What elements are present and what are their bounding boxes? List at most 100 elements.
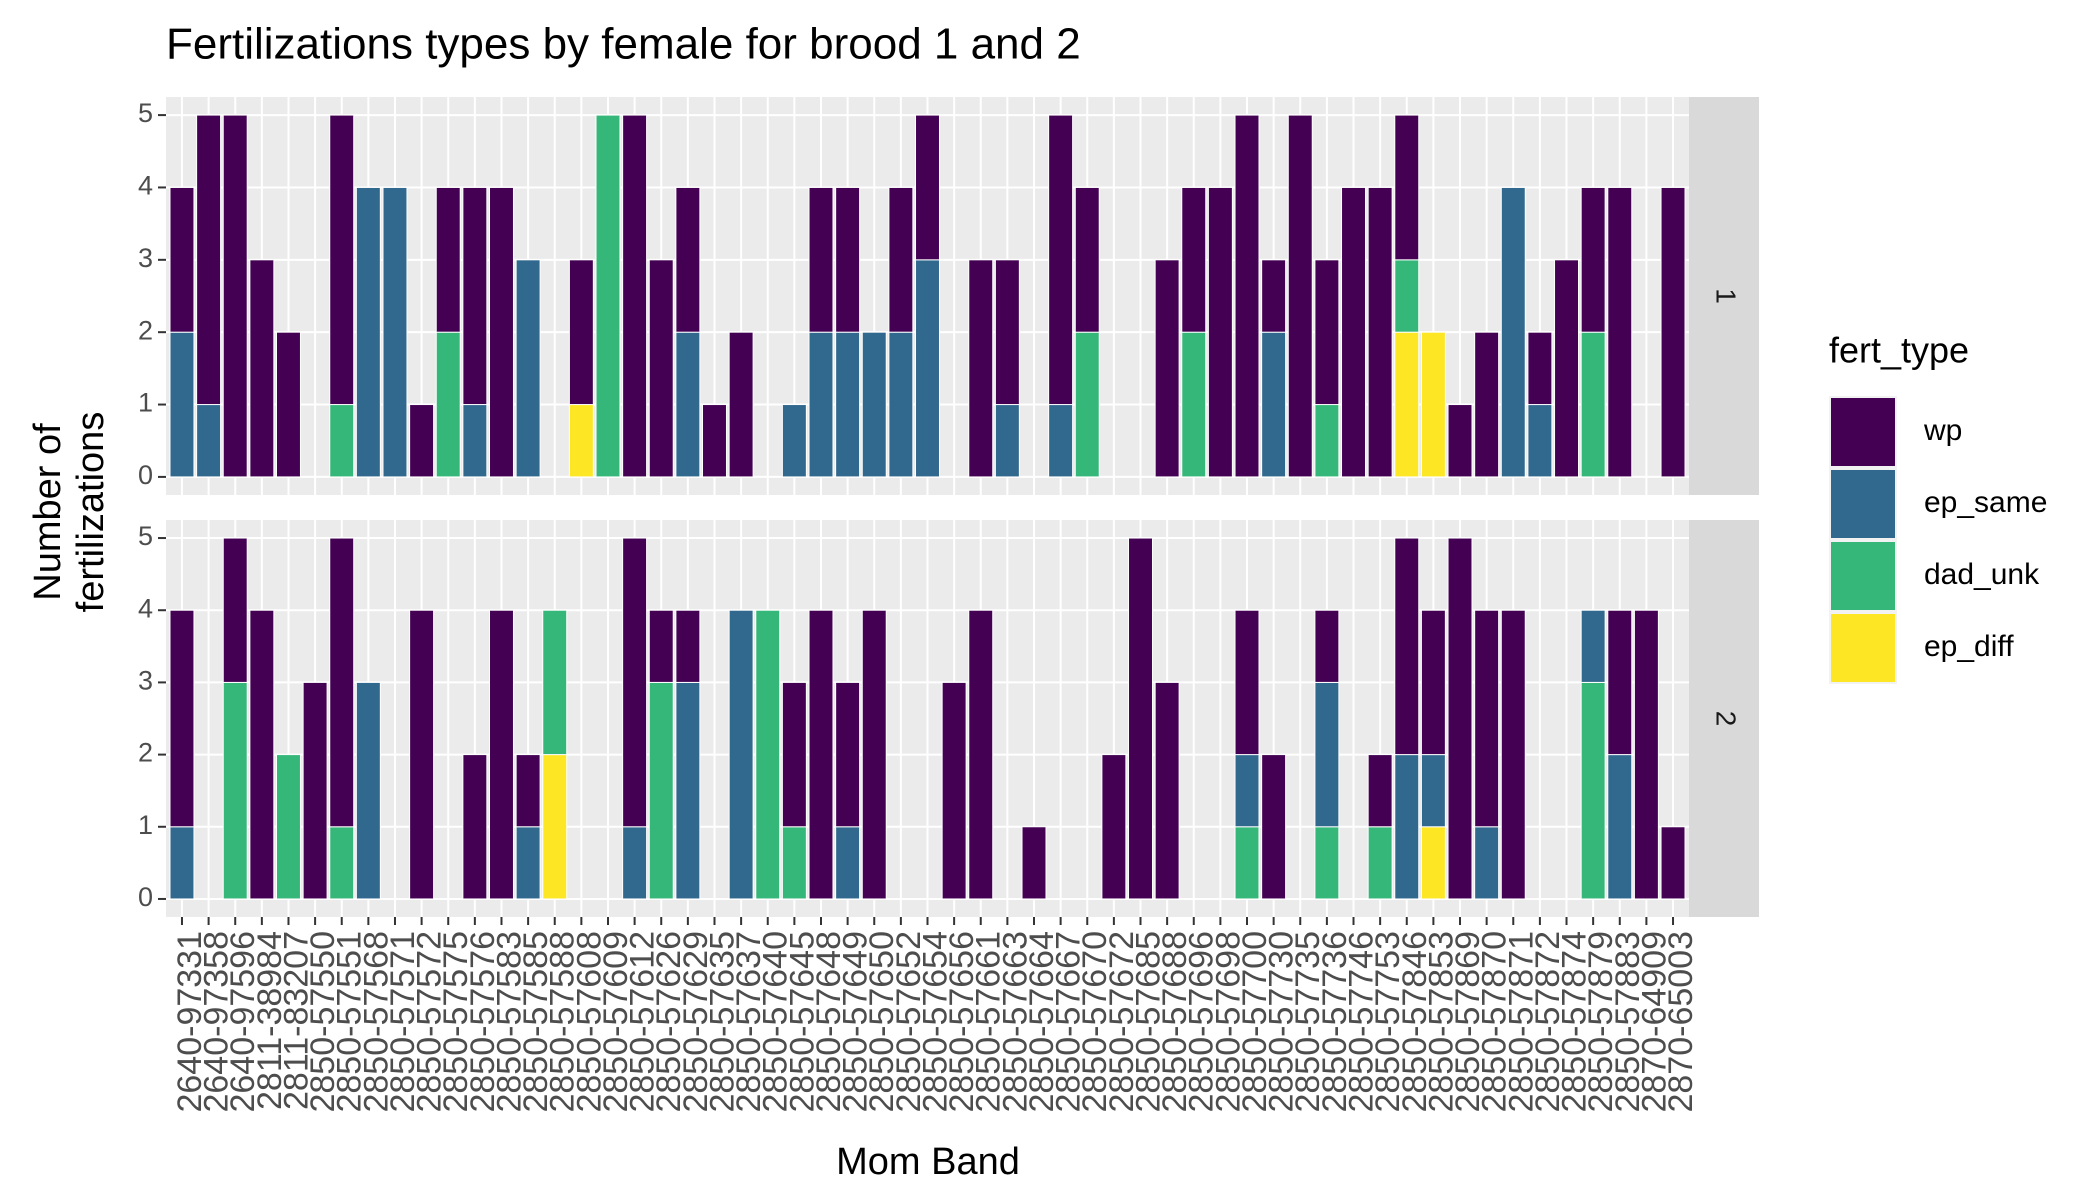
bar-segment bbox=[755, 609, 781, 900]
bar-segment bbox=[1607, 754, 1633, 900]
bar-segment bbox=[1420, 609, 1446, 756]
bar-segment bbox=[781, 404, 807, 478]
bar-segment bbox=[888, 331, 914, 478]
x-tick-label: 2850-57685 bbox=[1129, 931, 1167, 1113]
x-tick-label: 2850-57645 bbox=[783, 931, 821, 1113]
x-axis-label: Mom Band bbox=[836, 1141, 1020, 1183]
x-tick-label: 2850-57846 bbox=[1396, 931, 1434, 1113]
bar-segment bbox=[275, 331, 301, 478]
bar-segment bbox=[1394, 537, 1420, 756]
x-tick-label: 2850-57654 bbox=[916, 931, 954, 1113]
bar-segment bbox=[462, 186, 488, 406]
bar-segment bbox=[1420, 754, 1446, 828]
bar-segment bbox=[648, 259, 674, 478]
bar-segment bbox=[1261, 754, 1287, 900]
x-tick-label: 2850-57572 bbox=[411, 931, 449, 1113]
bar-segment bbox=[1633, 609, 1659, 900]
x-tick-label: 2850-57650 bbox=[863, 931, 901, 1113]
bar-segment bbox=[355, 186, 381, 478]
bar-segment bbox=[435, 186, 461, 333]
bar-segment bbox=[808, 609, 834, 900]
bar-segment bbox=[382, 186, 408, 478]
bar-segment bbox=[1048, 404, 1074, 478]
bar-segment bbox=[941, 681, 967, 900]
legend-label: dad_unk bbox=[1924, 558, 2040, 591]
legend-label: ep_diff bbox=[1924, 630, 2014, 663]
x-tick-label: 2640-97331 bbox=[171, 931, 209, 1113]
bar-segment bbox=[1500, 186, 1526, 478]
x-tick-label: 2850-57609 bbox=[597, 931, 635, 1113]
bar-segment bbox=[1314, 259, 1340, 406]
bar-segment bbox=[169, 609, 195, 828]
legend-swatch bbox=[1831, 470, 1895, 538]
bar-segment bbox=[1447, 404, 1473, 478]
bar-segment bbox=[1367, 754, 1393, 828]
bar-segment bbox=[1207, 186, 1233, 478]
bar-segment bbox=[1367, 826, 1393, 900]
bar-segment bbox=[915, 259, 940, 478]
bar-segment bbox=[1048, 114, 1074, 406]
x-tick-label: 2850-57637 bbox=[730, 931, 768, 1113]
x-tick-label: 2850-57879 bbox=[1582, 931, 1620, 1113]
bar-segment bbox=[329, 404, 355, 478]
bar-segment bbox=[648, 609, 674, 683]
chart-title: Fertilizations types by female for brood… bbox=[166, 20, 1081, 69]
bar-segment bbox=[835, 826, 861, 900]
y-tick-label: 5 bbox=[138, 98, 153, 128]
bar-segment bbox=[728, 331, 754, 478]
bar-segment bbox=[275, 754, 301, 900]
x-tick-label: 2850-57663 bbox=[996, 931, 1034, 1113]
x-tick-label: 2870-64909 bbox=[1635, 931, 1673, 1113]
y-tick-label: 2 bbox=[138, 315, 153, 345]
x-tick-label: 2850-57640 bbox=[757, 931, 795, 1113]
bar-segment bbox=[702, 404, 727, 478]
y-tick-label: 4 bbox=[138, 171, 153, 201]
bar-segment bbox=[462, 754, 488, 900]
bar-segment bbox=[1420, 331, 1446, 478]
x-tick-label: 2850-57649 bbox=[837, 931, 875, 1113]
bar-segment bbox=[1261, 331, 1287, 478]
bar-segment bbox=[1101, 754, 1127, 900]
bar-segment bbox=[489, 186, 514, 478]
bar-segment bbox=[595, 114, 621, 478]
bar-segment bbox=[249, 609, 275, 900]
bar-segment bbox=[1394, 331, 1420, 478]
bar-segment bbox=[1234, 826, 1260, 900]
bar-segment bbox=[622, 114, 648, 478]
bar-segment bbox=[1128, 537, 1153, 900]
x-tick-label: 2850-57576 bbox=[464, 931, 502, 1113]
bar-segment bbox=[1394, 114, 1420, 261]
legend-label: ep_same bbox=[1924, 486, 2047, 519]
x-tick-label: 2850-57736 bbox=[1316, 931, 1354, 1113]
bar-segment bbox=[781, 826, 807, 900]
bar-segment bbox=[1314, 404, 1340, 478]
bar-segment bbox=[808, 186, 834, 333]
x-tick-label: 2850-57664 bbox=[1023, 931, 1061, 1113]
bar-segment bbox=[1154, 259, 1180, 478]
x-tick-label: 2850-57670 bbox=[1076, 931, 1114, 1113]
bar-segment bbox=[196, 114, 222, 406]
bar-segment bbox=[1021, 826, 1047, 900]
x-tick-label: 2850-57872 bbox=[1529, 931, 1567, 1113]
bar-segment bbox=[169, 186, 195, 333]
bar-segment bbox=[1154, 681, 1180, 900]
bar-segment bbox=[1580, 186, 1606, 333]
bar-segment bbox=[1474, 826, 1500, 900]
bar-segment bbox=[1234, 754, 1260, 828]
bar-segment bbox=[409, 609, 435, 900]
legend-title: fert_type bbox=[1829, 330, 1969, 371]
bar-segment bbox=[1341, 186, 1366, 478]
bar-segment bbox=[542, 754, 568, 900]
x-tick-label: 2850-57656 bbox=[943, 931, 981, 1113]
y-tick-label: 0 bbox=[138, 460, 153, 490]
bar-segment bbox=[1234, 609, 1260, 756]
bar-segment bbox=[355, 681, 381, 900]
x-tick-label: 2850-57730 bbox=[1263, 931, 1301, 1113]
y-tick-label: 5 bbox=[138, 521, 153, 551]
bar-segment bbox=[329, 537, 355, 828]
strip-label: 2 bbox=[1711, 711, 1742, 727]
x-tick-label: 2850-57869 bbox=[1449, 931, 1487, 1113]
bar-segment bbox=[1527, 404, 1553, 478]
bar-segment bbox=[169, 826, 195, 900]
